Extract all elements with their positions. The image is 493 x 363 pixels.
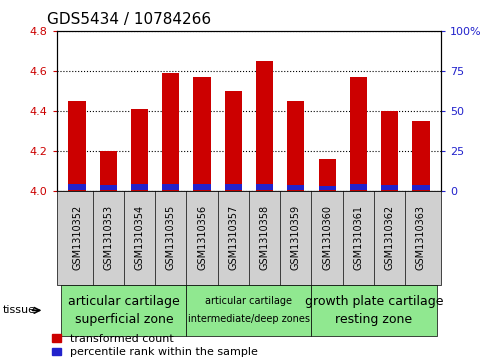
Bar bbox=[412, 121, 429, 191]
Bar bbox=[287, 185, 305, 190]
Text: GSM1310360: GSM1310360 bbox=[322, 205, 332, 270]
Bar bbox=[318, 159, 336, 191]
Bar bbox=[287, 101, 305, 191]
Bar bbox=[193, 184, 211, 190]
Bar bbox=[381, 185, 398, 190]
Bar bbox=[100, 151, 117, 191]
Text: tissue: tissue bbox=[2, 305, 35, 315]
Bar bbox=[69, 101, 86, 191]
Text: GSM1310361: GSM1310361 bbox=[353, 205, 363, 270]
Text: GSM1310352: GSM1310352 bbox=[72, 205, 82, 270]
Text: resting zone: resting zone bbox=[335, 313, 413, 326]
Bar bbox=[256, 61, 273, 191]
Bar bbox=[131, 184, 148, 190]
Text: GSM1310363: GSM1310363 bbox=[416, 205, 426, 270]
Text: GSM1310354: GSM1310354 bbox=[135, 205, 144, 270]
Bar bbox=[162, 73, 179, 191]
Legend: transformed count, percentile rank within the sample: transformed count, percentile rank withi… bbox=[52, 334, 258, 358]
Text: GSM1310356: GSM1310356 bbox=[197, 205, 207, 270]
Bar bbox=[256, 184, 273, 190]
Text: articular cartilage: articular cartilage bbox=[206, 296, 292, 306]
Text: GSM1310362: GSM1310362 bbox=[385, 205, 395, 270]
Text: GSM1310353: GSM1310353 bbox=[103, 205, 113, 270]
Bar bbox=[225, 184, 242, 190]
Text: GSM1310359: GSM1310359 bbox=[291, 205, 301, 270]
Bar bbox=[318, 185, 336, 190]
Text: superficial zone: superficial zone bbox=[74, 313, 173, 326]
Bar bbox=[350, 77, 367, 191]
Text: intermediate/deep zones: intermediate/deep zones bbox=[188, 314, 310, 325]
Text: GSM1310357: GSM1310357 bbox=[228, 205, 238, 270]
Text: articular cartilage: articular cartilage bbox=[68, 295, 180, 308]
Text: GSM1310355: GSM1310355 bbox=[166, 205, 176, 270]
Text: GSM1310358: GSM1310358 bbox=[260, 205, 270, 270]
Bar bbox=[225, 91, 242, 191]
Text: growth plate cartilage: growth plate cartilage bbox=[305, 295, 443, 308]
Bar bbox=[412, 185, 429, 190]
Bar bbox=[162, 184, 179, 190]
Text: GDS5434 / 10784266: GDS5434 / 10784266 bbox=[47, 12, 211, 27]
Bar bbox=[193, 77, 211, 191]
Bar bbox=[350, 184, 367, 190]
Bar bbox=[131, 109, 148, 191]
Bar bbox=[69, 184, 86, 190]
Bar bbox=[100, 185, 117, 190]
Bar bbox=[381, 111, 398, 191]
